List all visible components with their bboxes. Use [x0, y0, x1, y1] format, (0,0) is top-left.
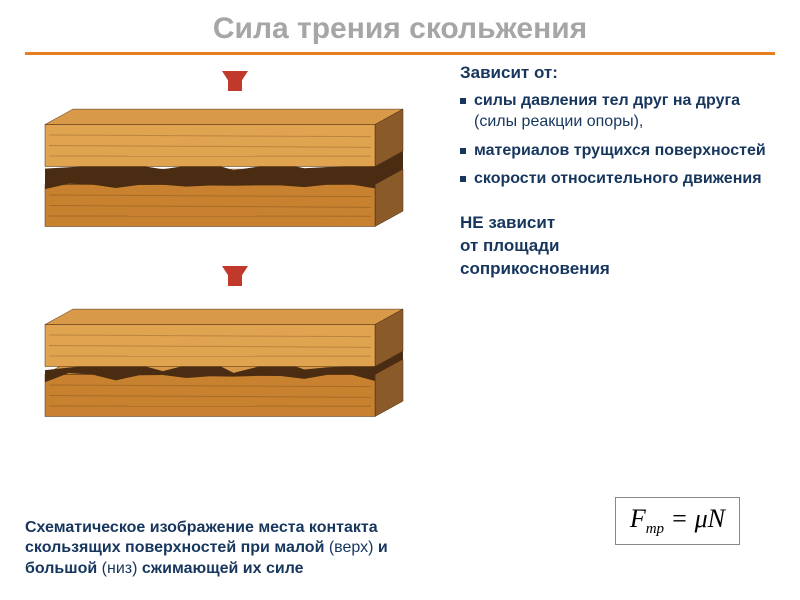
arrow-top-icon [222, 71, 248, 91]
title-rule [25, 52, 775, 55]
depends-list: силы давления тел друг на друга (силы ре… [460, 91, 775, 190]
text-column: Зависит от: силы давления тел друг на др… [445, 63, 775, 453]
list-item: скорости относительного движения [460, 169, 775, 190]
friction-block-large-force [25, 293, 445, 448]
list-item: силы давления тел друг на друга (силы ре… [460, 91, 775, 133]
arrow-bottom-icon [222, 266, 248, 286]
formula: Fmp = μN [615, 497, 740, 545]
friction-block-small-force [25, 98, 445, 253]
list-item: материалов трущихся поверхностей [460, 141, 775, 162]
page-title: Сила трения скольжения [0, 0, 800, 52]
diagram-caption: Схематическое изображение места контакта… [25, 518, 405, 580]
not-depends-text: НЕ зависит от площади соприкосновения [460, 212, 775, 281]
depends-heading: Зависит от: [460, 63, 775, 83]
diagram-column [25, 63, 445, 453]
